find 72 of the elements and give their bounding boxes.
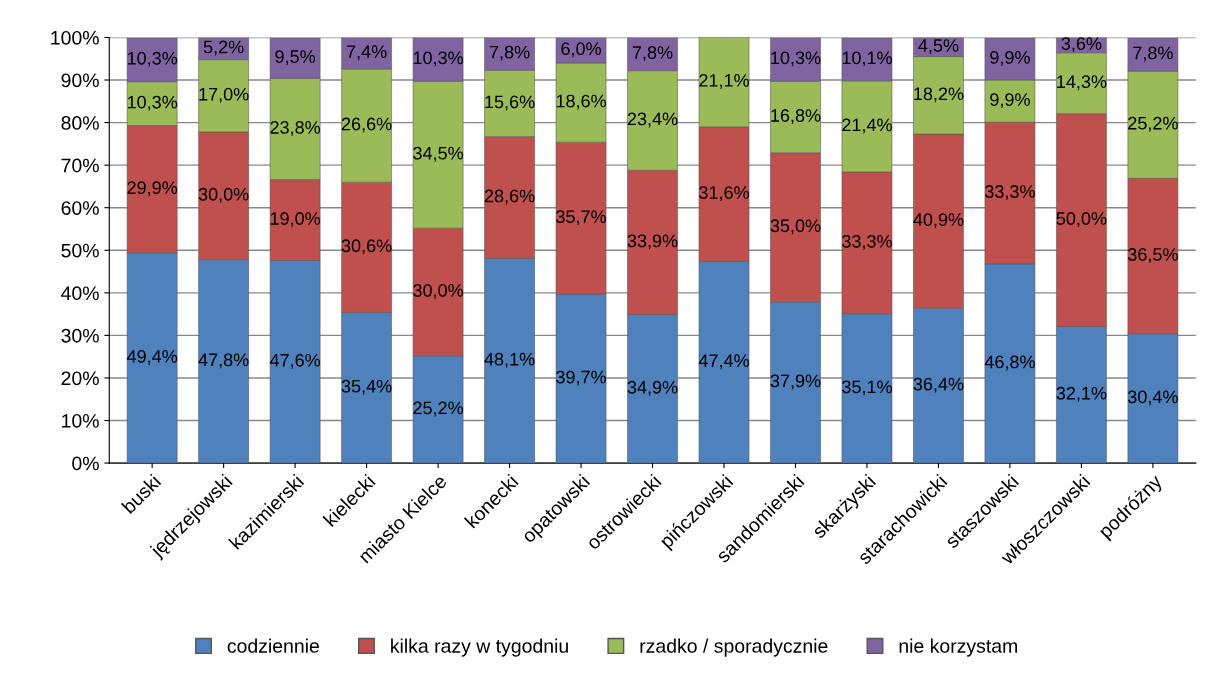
data-label: 39,7%: [556, 370, 606, 386]
data-label: 10,3%: [771, 51, 821, 67]
y-tick-label: 50%: [61, 243, 99, 258]
data-label: 15,6%: [485, 95, 535, 111]
data-label: 34,9%: [627, 380, 678, 396]
data-label: 19,0%: [270, 212, 321, 228]
data-label: 7,8%: [1133, 46, 1173, 62]
legend-label: codziennie: [227, 638, 319, 653]
data-label: 7,4%: [346, 45, 387, 61]
data-label: 47,6%: [269, 353, 321, 369]
data-label: 30,0%: [198, 187, 249, 203]
data-label: 7,8%: [632, 46, 673, 62]
y-tick-label: 0%: [72, 456, 99, 471]
y-tick-label: 10%: [62, 413, 99, 428]
y-tick-label: 20%: [61, 371, 99, 386]
y-tick-label: 60%: [61, 201, 99, 215]
data-label: 10,3%: [413, 51, 464, 67]
data-label: 10,3%: [127, 95, 178, 111]
data-label: 28,6%: [484, 189, 535, 205]
data-label: 35,0%: [770, 219, 821, 235]
data-label: 23,8%: [270, 121, 321, 136]
legend-label: rzadko / sporadycznie: [640, 638, 828, 657]
legend-label: nie korzystam: [899, 638, 1017, 657]
data-label: 25,2%: [1128, 116, 1178, 132]
data-label: 9,5%: [275, 50, 316, 66]
data-label: 47,8%: [198, 353, 249, 369]
y-tick-label: 40%: [61, 286, 99, 301]
data-label: 35,7%: [556, 210, 606, 226]
y-tick-label: 80%: [61, 116, 99, 130]
data-label: 30,4%: [1127, 390, 1178, 406]
data-label: 48,1%: [484, 352, 535, 368]
y-tick-label: 90%: [61, 73, 99, 88]
data-label: 26,6%: [341, 117, 392, 133]
data-label: 10,3%: [127, 51, 178, 67]
data-label: 35,1%: [842, 380, 892, 396]
data-label: 17,0%: [199, 87, 249, 103]
data-label: 9,9%: [990, 51, 1030, 66]
y-tick-label: 70%: [61, 158, 99, 173]
data-label: 7,8%: [489, 45, 530, 61]
data-label: 14,3%: [1057, 75, 1107, 91]
data-label: 36,4%: [913, 377, 964, 393]
data-label: 18,2%: [914, 87, 964, 103]
data-label: 40,9%: [913, 213, 964, 229]
data-label: 33,9%: [627, 234, 678, 250]
data-label: 16,8%: [771, 109, 821, 125]
data-label: 29,9%: [127, 181, 178, 197]
y-tick-label: 100%: [51, 30, 99, 45]
data-label: 9,9%: [990, 93, 1030, 109]
legend-label: kilka razy w tygodniu: [391, 638, 568, 657]
data-label: 6,0%: [561, 42, 601, 58]
data-label: 3,6%: [1061, 37, 1102, 53]
data-label: 36,5%: [1127, 248, 1178, 263]
data-label: 50,0%: [1056, 212, 1107, 228]
data-label: 5,2%: [203, 40, 244, 56]
data-label: 30,0%: [413, 284, 464, 299]
data-label: 34,5%: [413, 146, 464, 162]
data-label: 10,1%: [842, 51, 892, 67]
data-label: 25,2%: [413, 401, 464, 417]
data-label: 49,4%: [126, 350, 178, 365]
data-label: 32,1%: [1056, 386, 1107, 402]
data-label: 33,3%: [842, 234, 892, 250]
data-label: 37,9%: [770, 374, 821, 390]
data-label: 33,3%: [985, 185, 1035, 200]
data-label: 18,6%: [556, 94, 606, 110]
data-label: 4,5%: [918, 39, 959, 55]
y-tick-label: 30%: [61, 328, 99, 343]
data-label: 31,6%: [699, 186, 749, 202]
data-label: 23,4%: [627, 112, 678, 128]
data-label: 21,1%: [699, 73, 749, 89]
data-label: 35,4%: [341, 379, 392, 395]
data-label: 21,4%: [842, 118, 892, 134]
data-label: 30,6%: [341, 239, 392, 255]
